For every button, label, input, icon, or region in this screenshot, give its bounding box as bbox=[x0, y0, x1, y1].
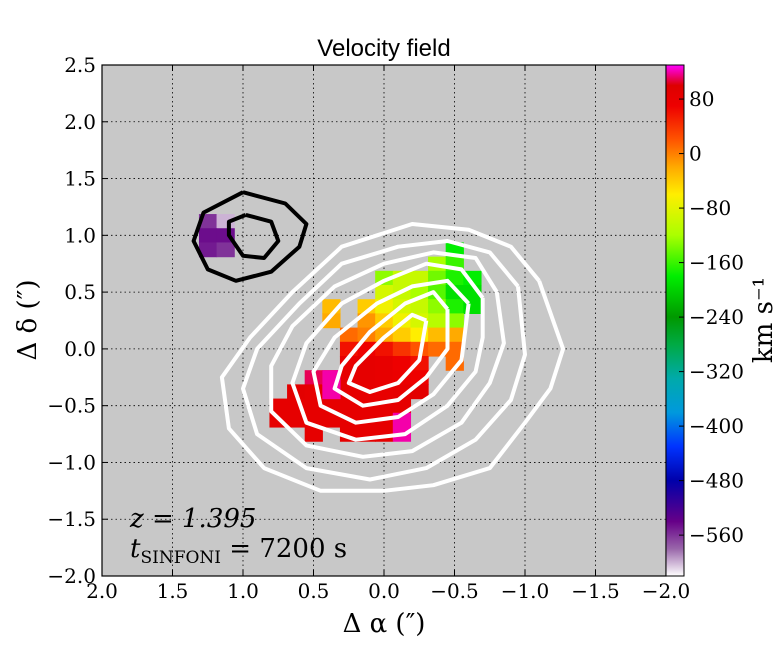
velocity-pixel bbox=[375, 370, 394, 385]
colorbar bbox=[665, 64, 685, 577]
white-flux-contour bbox=[290, 261, 485, 442]
y-tick-label: −1.5 bbox=[47, 507, 96, 531]
flux-contours bbox=[191, 190, 566, 493]
velocity-pixel bbox=[428, 327, 447, 343]
velocity-pixel bbox=[357, 370, 376, 385]
colorbar-tick-label: −160 bbox=[689, 251, 744, 275]
x-tick-label: −2.0 bbox=[642, 579, 691, 603]
x-tick-label: −1.5 bbox=[571, 579, 620, 603]
colorbar-tick-label: −320 bbox=[689, 360, 744, 384]
redshift-annotation: z = 1.395 bbox=[129, 504, 256, 534]
y-axis-ticks: 2.5 2.0 1.5 1.0 0.5 0.0 −0.5 −1.0 −1.5 −2.0 bbox=[47, 53, 108, 588]
velocity-pixel bbox=[392, 355, 412, 371]
velocity-pixel bbox=[428, 313, 447, 329]
velocity-pixel bbox=[198, 242, 218, 258]
black-flux-contour bbox=[191, 190, 309, 283]
velocity-pixel bbox=[445, 313, 464, 329]
black-flux-contour bbox=[226, 212, 281, 260]
x-axis-label: Δ α (″) bbox=[343, 609, 426, 639]
y-tick-label: −1.0 bbox=[47, 450, 96, 474]
velocity-pixel bbox=[322, 313, 341, 329]
y-tick-label: 2.0 bbox=[64, 110, 96, 134]
velocity-pixel bbox=[269, 398, 288, 414]
velocity-pixel bbox=[445, 327, 464, 343]
velocity-pixel bbox=[304, 426, 323, 442]
x-tick-label: 0.0 bbox=[368, 579, 400, 603]
white-flux-contour bbox=[269, 250, 506, 459]
velocity-pixel bbox=[375, 341, 394, 357]
exposure-symbol: t bbox=[130, 534, 141, 564]
y-tick-label: 1.0 bbox=[64, 223, 96, 247]
x-tick-label: −0.5 bbox=[430, 579, 479, 603]
velocity-pixel bbox=[198, 228, 218, 244]
colorbar-tick-label: −400 bbox=[689, 414, 744, 438]
colorbar-ticks: 80 0 −80 −160 −240 −320 −400 −480 −560 bbox=[679, 87, 744, 547]
exposure-annotation: tSINFONI = 7200 s bbox=[130, 534, 347, 568]
y-tick-label: 1.5 bbox=[64, 167, 96, 191]
velocity-pixel bbox=[410, 299, 429, 315]
colorbar-label: km s⁻¹ bbox=[749, 277, 774, 363]
colorbar-tick-label: −80 bbox=[689, 196, 731, 220]
x-tick-label: −1.0 bbox=[501, 579, 550, 603]
white-flux-contour bbox=[332, 290, 450, 408]
velocity-pixel bbox=[410, 270, 429, 286]
y-tick-label: −2.0 bbox=[47, 564, 96, 588]
velocity-pixel bbox=[322, 412, 341, 428]
velocity-pixel bbox=[392, 327, 412, 343]
white-flux-contour bbox=[346, 312, 429, 394]
colorbar-tick-label: −240 bbox=[689, 305, 744, 329]
y-tick-label: 0.5 bbox=[64, 280, 96, 304]
colorbar-tick-label: 80 bbox=[689, 87, 714, 111]
x-tick-label: 0.5 bbox=[298, 579, 330, 603]
velocity-pixel bbox=[287, 412, 306, 428]
white-flux-contour bbox=[311, 278, 471, 425]
white-flux-contour bbox=[241, 239, 527, 482]
chart-title: Velocity field bbox=[317, 35, 450, 62]
velocity-pixel bbox=[216, 242, 235, 258]
velocity-pixel bbox=[445, 341, 464, 357]
y-axis-label: Δ δ (″) bbox=[13, 280, 43, 361]
x-tick-label: 1.0 bbox=[227, 579, 259, 603]
velocity-pixel bbox=[463, 270, 482, 286]
x-axis-ticks: 2.0 1.5 1.0 0.5 0.0 −0.5 −1.0 −1.5 −2.0 bbox=[86, 65, 690, 603]
white-flux-contour bbox=[219, 222, 566, 493]
x-tick-label: 1.5 bbox=[157, 579, 189, 603]
exposure-value: = 7200 s bbox=[221, 534, 347, 564]
y-tick-label: −0.5 bbox=[47, 394, 96, 418]
velocity-pixel bbox=[428, 341, 447, 357]
velocity-pixel bbox=[445, 299, 464, 315]
x-tick-label: 2.0 bbox=[86, 579, 118, 603]
y-tick-label: 2.5 bbox=[64, 53, 96, 77]
y-tick-label: 0.0 bbox=[64, 337, 96, 361]
colorbar-tick-label: −560 bbox=[689, 523, 744, 547]
exposure-subscript: SINFONI bbox=[140, 548, 221, 568]
colorbar-tick-label: 0 bbox=[689, 142, 702, 166]
velocity-pixel bbox=[428, 285, 447, 300]
velocity-pixel bbox=[375, 355, 394, 371]
colorbar-tick-label: −480 bbox=[689, 469, 744, 493]
velocity-pixel bbox=[392, 341, 412, 357]
